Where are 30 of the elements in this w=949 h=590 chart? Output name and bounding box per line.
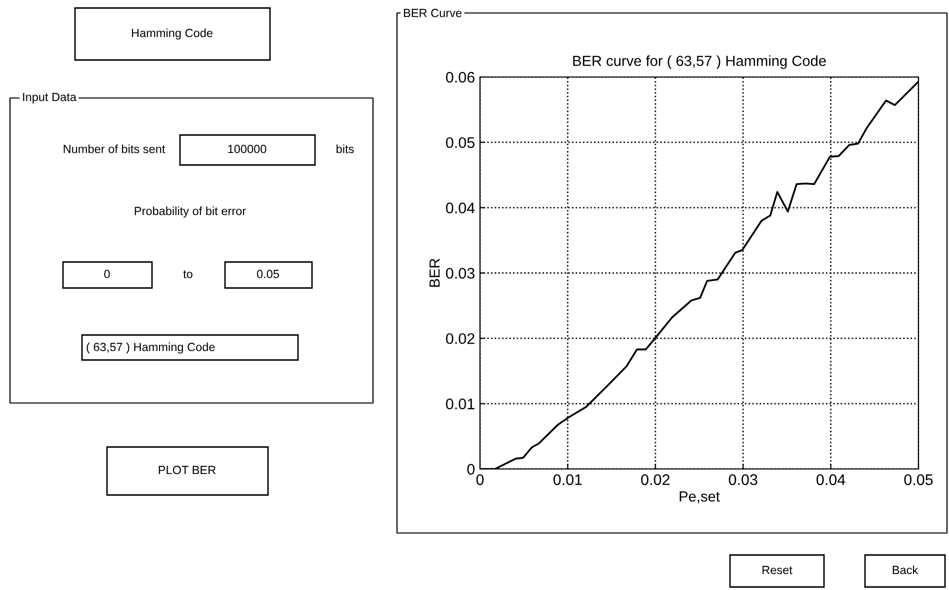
text: Probability of bit error [134,206,246,218]
text: 100000 [228,144,266,154]
y-tick-label: 0.05 [446,137,474,148]
text: Hamming Code [132,28,212,40]
x-tick-label: 0.01 [553,474,582,486]
text: PLOT BER [158,466,216,474]
y-tick-label: 0.02 [446,333,474,344]
y-axis-title: BER [430,258,440,287]
text: Back [892,565,918,574]
text: Number of bits sent [64,144,166,154]
x-tick-label: 0.03 [728,474,758,486]
text: Input Data [23,92,76,104]
x-tick-label: 0.04 [816,474,846,486]
x-tick-label: 0 [476,474,484,486]
text: BER Curve [404,8,462,18]
text: Reset [762,566,792,574]
x-axis-title: Pe,set [680,491,720,504]
text: ( 63,57 ) Hamming Code [86,342,215,354]
y-tick-label: 0.01 [446,398,474,410]
y-tick-label: 0.03 [446,268,474,279]
x-tick-label: 0.02 [641,474,670,486]
y-tick-label: 0 [467,464,475,475]
text: bits [336,144,354,154]
x-tick-label: 0.05 [904,474,933,486]
text: 0 [104,270,110,278]
y-tick-label: 0.06 [446,72,474,83]
text: 0.05 [256,270,279,278]
chart-title: BER curve for ( 63,57 ) Hamming Code [573,55,826,69]
text: to [183,270,192,278]
y-tick-label: 0.04 [446,202,475,214]
